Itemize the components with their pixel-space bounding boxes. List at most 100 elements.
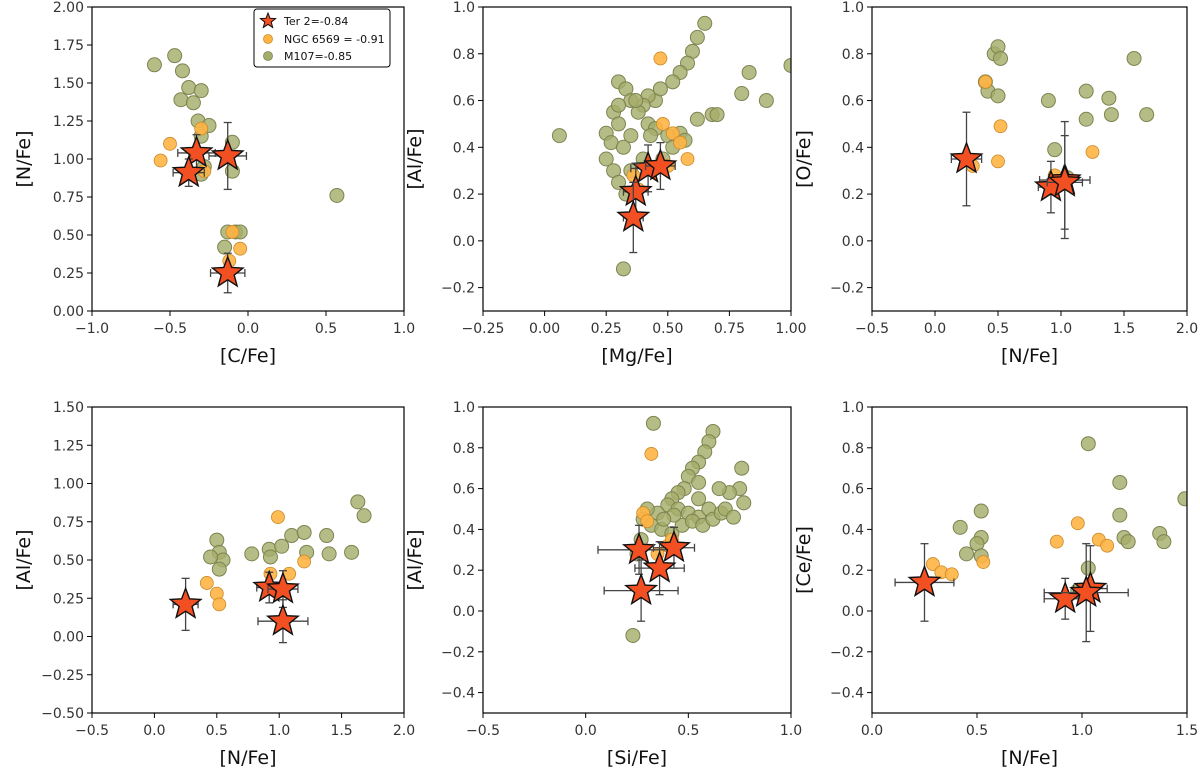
- m107-point: [551, 128, 567, 144]
- ngc6569-point: [271, 510, 285, 525]
- ngc6569-point: [163, 136, 177, 151]
- ter2-star: [1047, 164, 1082, 197]
- m107-point: [203, 549, 219, 565]
- y-axis-label: [Al/Fe]: [404, 529, 426, 590]
- ter2-star: [624, 572, 659, 606]
- x-tick-label: 0.25: [591, 321, 622, 337]
- m107-point: [734, 86, 750, 102]
- y-tick-label: 2.00: [53, 0, 84, 16]
- ter2-star: [616, 199, 651, 233]
- m107-point: [1103, 107, 1119, 123]
- y-tick-label: 0.2: [453, 187, 475, 203]
- m107-point: [689, 111, 705, 127]
- panels-group: −1.0 −0.5 0.0 0.5 1.0 0.00 0.25 0.50 0.75 1.00 1.2…: [13, 0, 1198, 769]
- x-tick-label: 0.0: [143, 723, 165, 739]
- x-tick-label: 1.0: [1071, 723, 1093, 739]
- x-tick-label: 1.0: [1050, 321, 1072, 337]
- x-tick-label: 1.5: [1113, 321, 1135, 337]
- m107-point: [628, 93, 644, 109]
- x-tick-label: 0.0: [924, 321, 946, 337]
- m107-point: [193, 83, 209, 99]
- m107-point: [726, 509, 742, 525]
- x-tick-label: 1.5: [330, 723, 352, 739]
- y-tick-label: 0.4: [842, 140, 864, 156]
- y-tick-label: −0.2: [441, 645, 475, 661]
- y-tick-label: 0.8: [453, 47, 475, 63]
- ngc6569-point: [1085, 145, 1100, 159]
- m107-point: [1156, 534, 1172, 550]
- m107-point: [643, 128, 659, 144]
- legend-ter2-label: Ter 2=-0.84: [283, 15, 348, 28]
- y-tick-label: −0.2: [830, 645, 864, 661]
- m107-point: [1126, 50, 1142, 66]
- y-tick-label: 1.0: [842, 400, 864, 416]
- data-layer: [597, 415, 752, 643]
- x-tick-label: 0.5: [315, 321, 337, 337]
- m107-point: [645, 415, 661, 431]
- m107-point: [1139, 107, 1155, 123]
- ter2-star: [949, 141, 984, 174]
- ngc6569-point: [1070, 516, 1085, 531]
- m107-point: [167, 48, 183, 64]
- m107-point: [296, 524, 312, 540]
- ter2-star: [210, 137, 245, 171]
- x-tick-label: 0.5: [987, 321, 1009, 337]
- y-tick-label: 1.00: [53, 477, 84, 493]
- x-tick-label: 1.0: [393, 321, 415, 337]
- x-tick-label: 0.0: [861, 723, 883, 739]
- y-tick-label: −0.2: [830, 281, 864, 297]
- y-tick-label: 1.00: [53, 152, 84, 168]
- axes-frame: [871, 6, 1188, 312]
- data-layer: [894, 436, 1187, 643]
- y-tick-label: 0.25: [53, 266, 84, 282]
- m107-point: [1112, 474, 1128, 490]
- x-tick-label: −0.5: [75, 723, 109, 739]
- x-axis-label: [C/Fe]: [220, 345, 276, 367]
- ter2-star: [210, 255, 245, 288]
- panel-1: −1.0 −0.5 0.0 0.5 1.0 0.00 0.25 0.50 0.75 1.00 1.2…: [13, 0, 415, 367]
- legend-ter2-star: [259, 11, 277, 29]
- m107-point: [959, 546, 974, 562]
- ter2-star: [642, 550, 677, 583]
- y-tick-label: 1.0: [453, 400, 475, 416]
- m107-point: [284, 528, 300, 544]
- y-tick-label: 0.2: [842, 187, 864, 203]
- x-tick-label: 1.00: [775, 321, 806, 337]
- m107-point: [1120, 534, 1136, 550]
- x-tick-label: 0.0: [575, 723, 597, 739]
- x-axis-label: [Mg/Fe]: [601, 345, 672, 367]
- m107-point: [319, 528, 335, 544]
- x-tick-label: 0.50: [652, 321, 683, 337]
- x-tick-label: 2.0: [1176, 321, 1198, 337]
- m107-point: [783, 57, 791, 73]
- m107-point: [952, 519, 968, 535]
- ngc6569-point: [665, 126, 680, 141]
- m107-point: [611, 116, 627, 132]
- legend-m107-label: M107=-0.85: [284, 50, 352, 63]
- m107-point: [689, 29, 705, 45]
- m107-point: [1040, 93, 1056, 109]
- m107-point: [146, 57, 162, 73]
- x-tick-label: 0.75: [714, 321, 745, 337]
- y-tick-label: 1.0: [842, 0, 864, 16]
- x-tick-label: 0.0: [237, 321, 259, 337]
- m107-point: [711, 481, 727, 497]
- y-tick-label: 0.50: [53, 228, 84, 244]
- m107-point: [990, 88, 1006, 104]
- ngc6569-point: [653, 51, 668, 66]
- ngc6569-point: [1100, 538, 1115, 553]
- ngc6569-point: [978, 74, 993, 89]
- y-tick-label: 0.4: [453, 140, 475, 156]
- y-axis-label: [O/Fe]: [793, 130, 815, 188]
- m107-point: [344, 544, 360, 560]
- axes-frame: [482, 6, 792, 312]
- x-tick-label: 2.0: [393, 723, 415, 739]
- legend: Ter 2=-0.84 NGC 6569 = -0.91 M107=-0.85: [253, 8, 391, 68]
- ngc6569-point: [640, 514, 655, 529]
- m107-point: [1047, 142, 1063, 158]
- ter2-star: [1069, 574, 1104, 608]
- legend-box: [253, 8, 391, 68]
- y-tick-label: 1.50: [53, 76, 84, 92]
- ngc6569-point: [991, 154, 1005, 169]
